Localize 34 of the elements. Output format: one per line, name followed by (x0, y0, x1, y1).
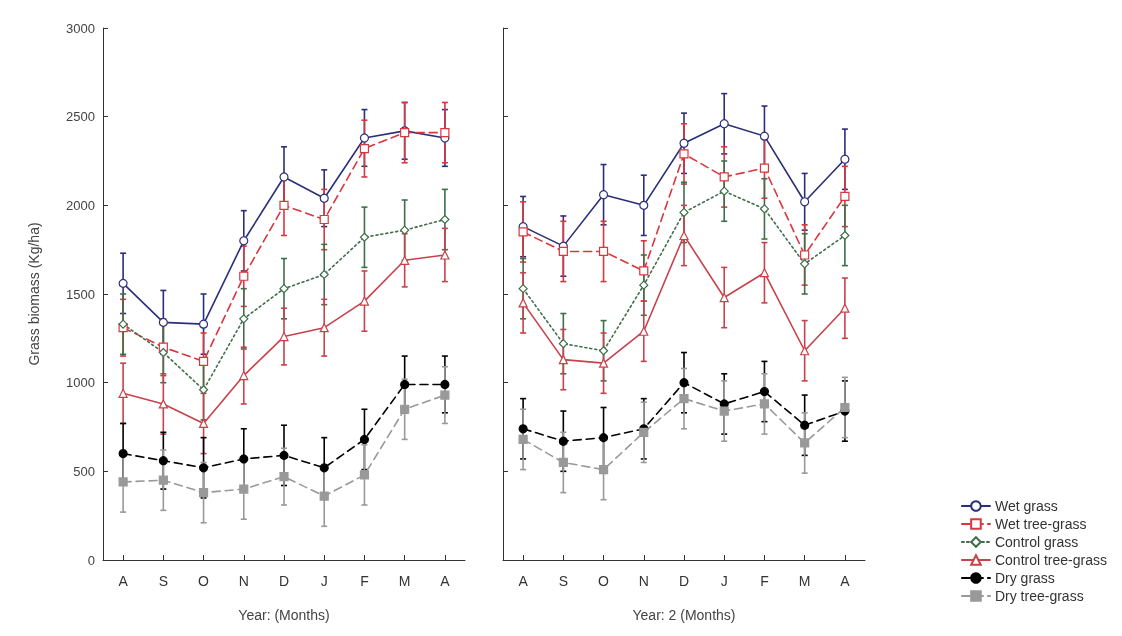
x-axis-title: Year: (Months) (238, 607, 330, 623)
x-tick-label: S (158, 573, 169, 589)
x-tick-label: N (238, 573, 249, 589)
y-tick-label: 0 (87, 552, 95, 568)
x-tick-label: O (198, 573, 210, 589)
y-tick-label: 1000 (66, 375, 95, 391)
x-tick-label: D (678, 573, 690, 589)
x-axis-title: Year: 2 (Months) (632, 607, 736, 623)
x-tick-label: O (598, 573, 610, 589)
y-tick-label: 500 (73, 463, 95, 479)
x-tick-label: A (118, 573, 129, 589)
y-tick-label: 2000 (66, 197, 95, 213)
x-tick-label: J (320, 573, 328, 589)
legend-label: Wet tree-grass (994, 516, 1087, 532)
x-tick-label: N (638, 573, 649, 589)
x-tick-label: J (720, 573, 728, 589)
x-tick-label: S (558, 573, 569, 589)
legend-label: Control tree-grass (994, 552, 1108, 568)
y-tick-label: 2500 (66, 109, 95, 125)
x-tick-label: F (360, 573, 369, 589)
x-tick-label: A (840, 573, 851, 589)
legend-label: Dry tree-grass (994, 588, 1084, 604)
x-tick-label: A (518, 573, 529, 589)
y-tick-label: 1500 (66, 286, 95, 302)
x-tick-label: M (398, 573, 411, 589)
x-tick-label: M (798, 573, 811, 589)
legend-label: Wet grass (994, 498, 1058, 514)
legend-label: Dry grass (994, 570, 1055, 586)
x-tick-label: A (440, 573, 451, 589)
y-tick-label: 3000 (66, 20, 95, 36)
x-tick-label: F (760, 573, 769, 589)
y-axis-title: Grass biomass (Kg/ha) (26, 222, 42, 366)
legend-label: Control grass (994, 534, 1079, 550)
x-tick-label: D (278, 573, 290, 589)
